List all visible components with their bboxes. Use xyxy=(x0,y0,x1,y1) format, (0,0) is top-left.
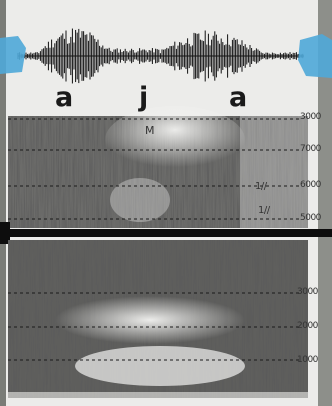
freq-label-3: 6000 xyxy=(300,180,321,190)
freq-label-2: 7000 xyxy=(300,144,321,154)
left-tape xyxy=(0,36,26,74)
right-tape xyxy=(298,34,332,78)
freq-label-7: 1000 xyxy=(297,355,318,365)
right-edge-shadow xyxy=(318,0,332,406)
divider-bar xyxy=(0,229,332,237)
annotation-upper-mark: M xyxy=(145,124,155,137)
annotation-mid-mark-2: 1// xyxy=(258,205,270,216)
freq-label-1: 3000 xyxy=(300,112,321,122)
lower-spectrogram xyxy=(8,240,308,398)
freq-label-6: 2000 xyxy=(297,321,318,331)
annotation-mid-mark-1: 1// xyxy=(255,181,267,192)
upper-spectrogram xyxy=(8,106,310,228)
freq-label-4: 5000 xyxy=(300,213,321,223)
frequency-gridlines xyxy=(8,118,300,361)
waveform xyxy=(17,28,304,84)
phonetic-label-a2: a xyxy=(229,82,248,113)
phonetic-label-j: j xyxy=(139,82,149,113)
freq-label-5: 3000 xyxy=(297,287,318,297)
phonetic-label-a1: a xyxy=(55,82,74,113)
